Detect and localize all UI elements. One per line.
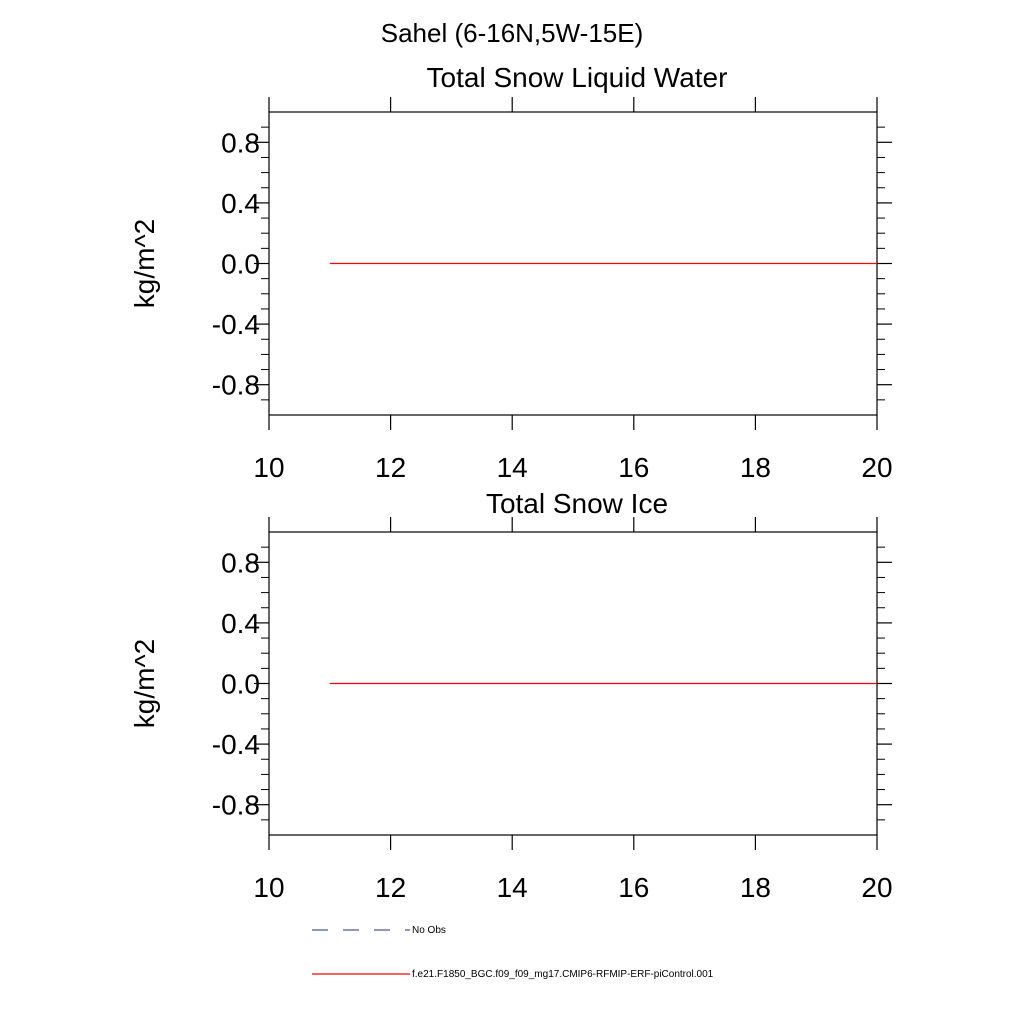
- x-tick-label: 20: [861, 872, 892, 903]
- chart-title: Total Snow Ice: [486, 488, 668, 519]
- x-tick-label: 10: [253, 872, 284, 903]
- y-axis-label: kg/m^2: [129, 219, 160, 308]
- figure-title: Sahel (6-16N,5W-15E): [381, 18, 644, 48]
- x-tick-label: 16: [618, 872, 649, 903]
- x-tick-label: 20: [861, 452, 892, 483]
- legend-label-no-obs: No Obs: [412, 925, 446, 936]
- y-tick-label: 0.4: [221, 188, 260, 219]
- y-tick-label: 0.4: [221, 608, 260, 639]
- legend-label-control: f.e21.F1850_BGC.f09_f09_mg17.CMIP6-RFMIP…: [412, 969, 714, 980]
- y-tick-label: 0.8: [221, 127, 260, 158]
- x-tick-label: 14: [497, 872, 528, 903]
- y-tick-label: -0.4: [212, 309, 260, 340]
- x-tick-label: 16: [618, 452, 649, 483]
- x-tick-label: 18: [740, 452, 771, 483]
- y-tick-label: -0.4: [212, 729, 260, 760]
- legend: No Obs f.e21.F1850_BGC.f09_f09_mg17.CMIP…: [312, 925, 714, 980]
- x-tick-label: 10: [253, 452, 284, 483]
- y-axis-label: kg/m^2: [129, 639, 160, 728]
- chart-title: Total Snow Liquid Water: [427, 62, 728, 93]
- y-tick-label: 0.0: [221, 669, 260, 700]
- y-tick-label: -0.8: [212, 370, 260, 401]
- x-tick-label: 18: [740, 872, 771, 903]
- y-tick-label: 0.0: [221, 249, 260, 280]
- panel-top: Total Snow Liquid Water 10 12 14 16 18 20 0.8 0.…: [129, 62, 893, 483]
- x-tick-label: 12: [375, 872, 406, 903]
- y-tick-label: 0.8: [221, 547, 260, 578]
- panel-bottom: Total Snow Ice 10 12 14 16 18 20 0.8 0.4 0.0 -0.4 -…: [129, 488, 893, 903]
- y-tick-label: -0.8: [212, 790, 260, 821]
- x-tick-label: 14: [497, 452, 528, 483]
- x-tick-label: 12: [375, 452, 406, 483]
